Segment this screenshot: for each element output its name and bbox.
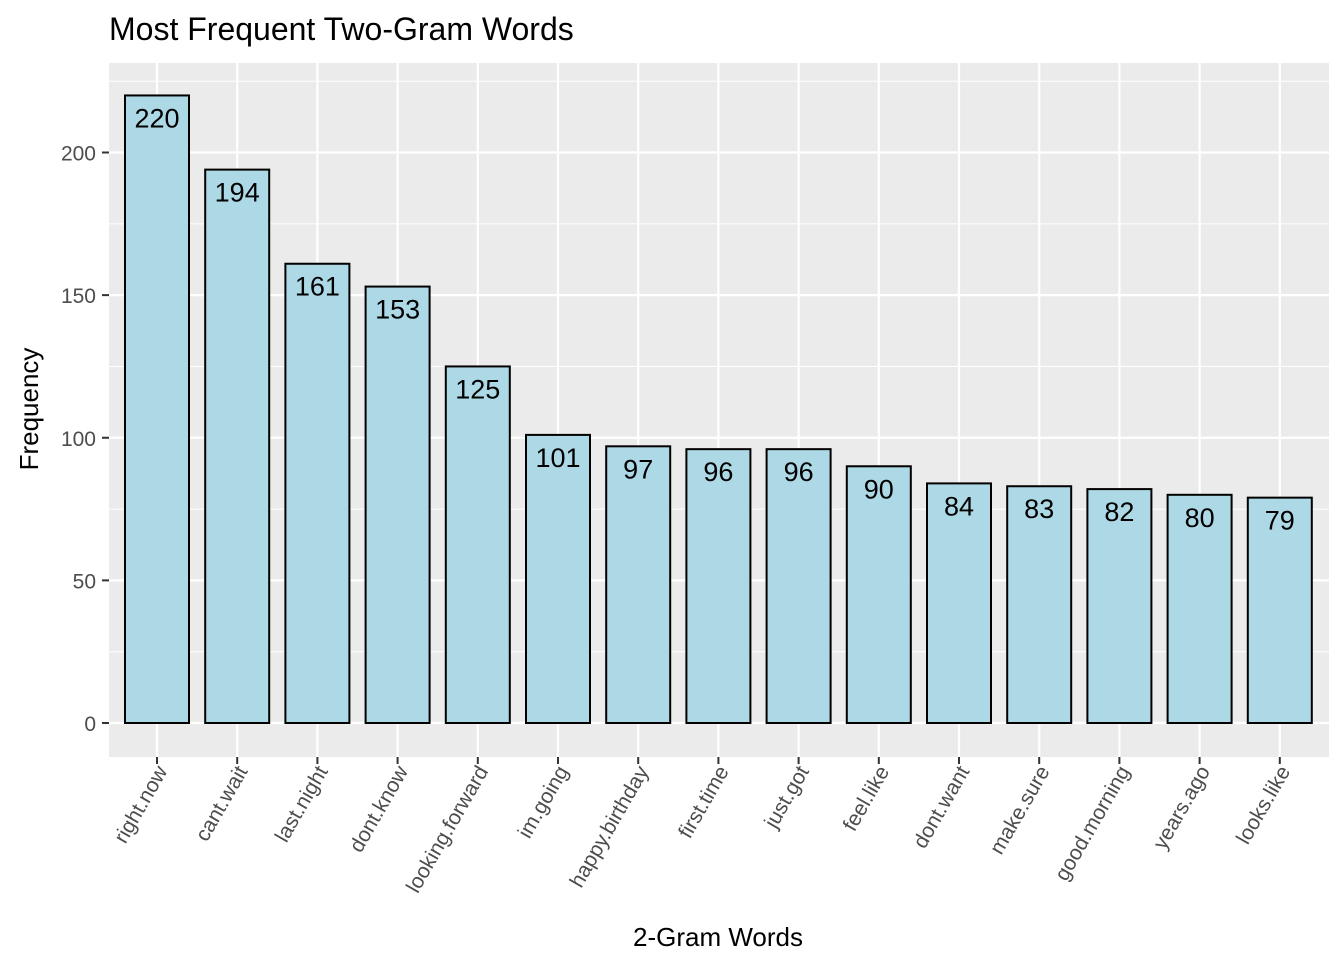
- y-tick-label: 100: [61, 428, 96, 451]
- value-label: 80: [1185, 503, 1215, 533]
- bar-feel.like: [845, 465, 912, 724]
- bar-last.night: [284, 262, 351, 724]
- y-tick-label: 50: [73, 570, 96, 593]
- value-label: 194: [215, 178, 260, 208]
- value-label: 96: [703, 457, 733, 487]
- x-tick-label: make.sure: [986, 762, 1055, 858]
- value-label: 96: [784, 457, 814, 487]
- bar-looks.like: [1246, 496, 1313, 724]
- value-label: 101: [535, 443, 580, 473]
- x-tick-label: looking.forward: [402, 762, 493, 897]
- x-tick-label: happy.birthday: [566, 762, 654, 892]
- bar-dont.want: [926, 482, 992, 725]
- y-tick-label: 200: [61, 143, 96, 166]
- x-tick-label: right.now: [110, 761, 173, 847]
- x-tick-label: just.got: [760, 762, 814, 833]
- x-tick-label: good.morning: [1051, 762, 1135, 885]
- x-tick-label: first.time: [674, 762, 734, 842]
- chart-title: Most Frequent Two-Gram Words: [109, 11, 574, 47]
- value-label: 97: [623, 454, 653, 484]
- x-tick-label: dont.know: [345, 761, 413, 856]
- value-label: 220: [134, 103, 179, 133]
- y-axis-title: Frequency: [14, 348, 44, 471]
- bar-looking.forward: [444, 365, 511, 724]
- x-tick-label: feel.like: [839, 762, 895, 835]
- value-label: 125: [455, 374, 500, 404]
- y-tick-label: 150: [61, 285, 96, 308]
- bar-years.ago: [1166, 493, 1233, 724]
- x-axis-title: 2-Gram Words: [633, 922, 803, 952]
- x-tick-label: last.night: [271, 762, 333, 846]
- bar-make.sure: [1006, 485, 1073, 724]
- bar-dont.know: [364, 285, 431, 724]
- bars: [124, 94, 1313, 725]
- bar-good.morning: [1086, 488, 1153, 724]
- x-tick-label: cant.wait: [191, 762, 252, 845]
- bar-right.now: [124, 94, 190, 724]
- value-label: 161: [295, 272, 340, 302]
- bar-first.time: [685, 448, 752, 724]
- x-tick-label: years.ago: [1149, 762, 1215, 853]
- bar-happy.birthday: [605, 445, 672, 724]
- value-label: 84: [944, 491, 974, 521]
- x-axis: right.now cant.wait last.night dont.knowloo…: [110, 757, 1295, 897]
- bar-im.going: [525, 433, 591, 724]
- y-axis: 0 50 100 150 200: [61, 143, 109, 736]
- x-tick-label: dont.want: [909, 762, 975, 853]
- value-label: 82: [1104, 497, 1134, 527]
- value-label: 90: [864, 474, 894, 504]
- value-labels: 220 194 161 153 125 101 97 96 96 90 84 83 82 80 79: [134, 103, 1294, 535]
- x-tick-label: looks.like: [1232, 762, 1295, 848]
- value-label: 153: [375, 295, 420, 325]
- y-tick-label: 0: [84, 713, 96, 736]
- bar-cant.wait: [204, 168, 271, 725]
- bar-just.got: [765, 448, 832, 724]
- x-tick-label: im.going: [514, 762, 574, 842]
- value-label: 83: [1024, 494, 1054, 524]
- value-label: 79: [1265, 506, 1295, 536]
